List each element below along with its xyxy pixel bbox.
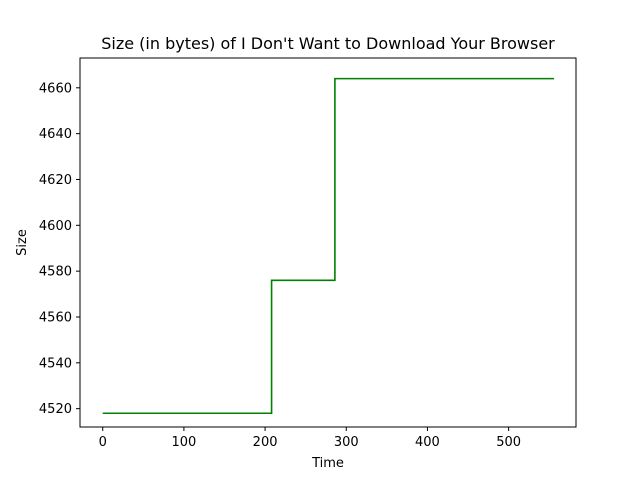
plot-frame: [79, 57, 577, 428]
x-tick-label: 300: [334, 435, 359, 450]
y-axis-title: Size: [15, 229, 30, 256]
x-tick-label: 200: [253, 435, 278, 450]
y-tick-label: 4620: [39, 173, 72, 188]
chart-title: Size (in bytes) of I Don't Want to Downl…: [101, 34, 555, 53]
y-tick-label: 4560: [39, 310, 72, 325]
x-axis-title: Time: [311, 456, 344, 471]
x-tick-label: 100: [171, 435, 196, 450]
y-tick-label: 4640: [39, 127, 72, 142]
y-tick-label: 4540: [39, 356, 72, 371]
x-tick-label: 500: [496, 435, 521, 450]
y-tick-label: 4520: [39, 402, 72, 417]
series-layer: [102, 77, 555, 415]
plot-area: [80, 58, 576, 427]
y-tick-label: 4580: [39, 265, 72, 280]
y-tick-label: 4600: [39, 219, 72, 234]
x-tick-label: 0: [99, 435, 107, 450]
y-tick-label: 4660: [39, 81, 72, 96]
y-axis-ticks: 4520 4540 4560 4580 4600 4620 4640 4660: [39, 81, 80, 417]
series-line: [102, 77, 555, 415]
x-tick-label: 400: [415, 435, 440, 450]
x-axis-ticks: 0 100 200 300 400 500: [99, 427, 521, 450]
